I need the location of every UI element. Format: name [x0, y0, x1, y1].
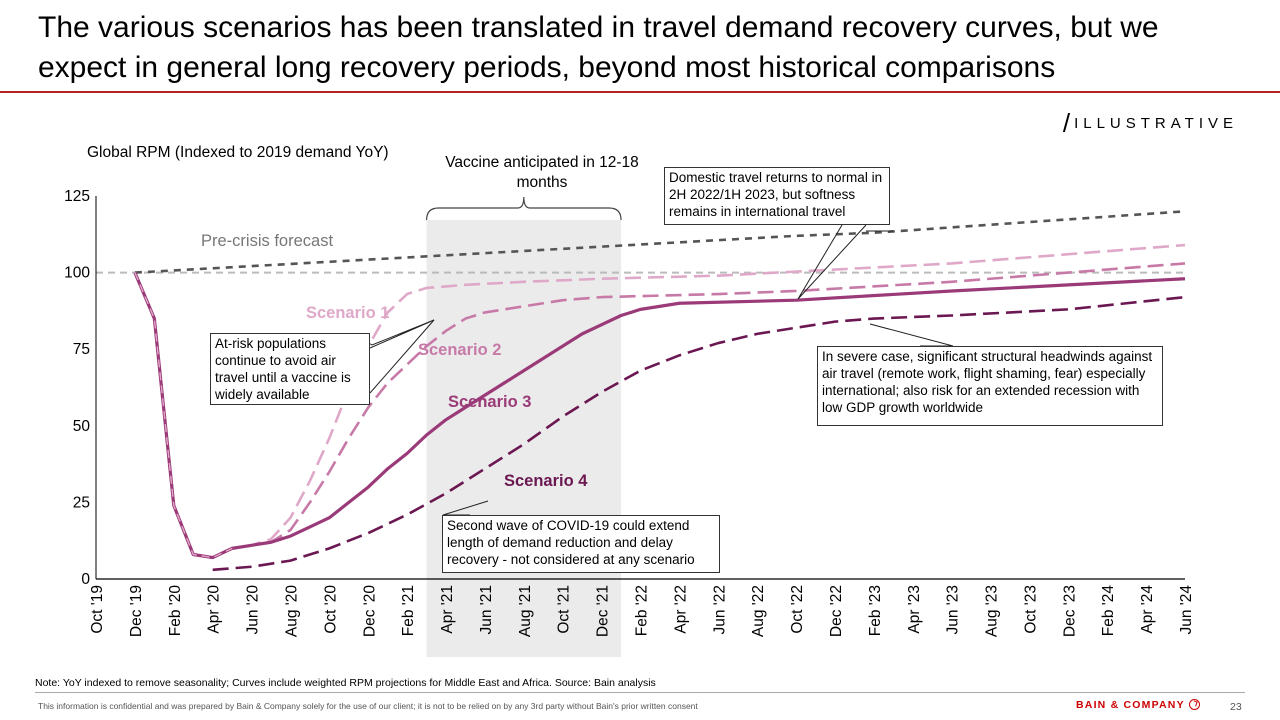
x-tick-label: Feb '24 — [1100, 585, 1117, 637]
series-labels: Pre-crisis forecast Scenario 1 Scenario 2 S… — [201, 232, 588, 490]
x-tick-label: Aug '20 — [283, 585, 300, 637]
vaccine-annotation: Vaccine anticipated in 12-18 months — [445, 154, 639, 191]
severe-leader-line — [869, 323, 954, 347]
y-axis-title: Global RPM (Indexed to 2019 demand YoY) — [87, 144, 389, 161]
y-tick-label: 100 — [64, 265, 90, 282]
x-tick-label: Apr '22 — [672, 585, 689, 634]
vaccine-brace — [425, 196, 622, 221]
x-tick-label: Oct '21 — [556, 585, 573, 634]
x-tick-label: Apr '24 — [1139, 585, 1156, 634]
series-line-scenario-3 — [133, 271, 1186, 560]
x-tick-label: Jun '24 — [1178, 585, 1195, 635]
x-tick-label: Feb '23 — [867, 585, 884, 636]
series-line-pre-crisis-forecast — [134, 210, 1186, 274]
x-tick-label: Feb '20 — [167, 585, 184, 637]
x-tick-label: Jun '22 — [711, 585, 728, 635]
atrisk-leader-line-lower — [369, 319, 435, 394]
title-divider — [0, 91, 1280, 93]
series-label-scenario-1: Scenario 1 — [306, 304, 389, 322]
chart-axes: 0 25 50 75 100 125 Oct '19 Dec '19 Feb '20 Apr '2… — [64, 188, 1195, 637]
vaccine-shaded-period — [426, 220, 622, 657]
y-tick-label: 50 — [73, 418, 91, 435]
x-tick-label: Feb '21 — [400, 585, 417, 636]
series-label-scenario-3: Scenario 3 — [448, 393, 531, 411]
atrisk-annotation-box: At-risk populations continue to avoid ai… — [210, 333, 370, 405]
logo-mark-icon — [1188, 699, 1200, 710]
x-tick-label: Dec '22 — [828, 585, 845, 637]
illustrative-label: ILLUSTRATIVE — [1074, 115, 1238, 132]
footnote: Note: YoY indexed to remove seasonality;… — [35, 677, 656, 689]
x-tick-label: Apr '23 — [906, 585, 923, 634]
x-tick-label: Oct '20 — [322, 585, 339, 634]
page-number: 23 — [1230, 701, 1242, 713]
crash-overlay-line — [134, 272, 233, 559]
x-tick-label: Jun '23 — [945, 585, 962, 635]
x-tick-label: Aug '22 — [750, 585, 767, 637]
x-tick-label: Dec '21 — [595, 585, 612, 637]
x-tick-label: Feb '22 — [634, 585, 651, 636]
x-tick-label: Oct '22 — [789, 585, 806, 634]
domestic-leader-line — [797, 224, 867, 300]
domestic-annotation-box: Domestic travel returns to normal in 2H … — [664, 167, 890, 225]
illustrative-tag: / ILLUSTRATIVE — [1062, 104, 1238, 138]
x-tick-label: Dec '20 — [361, 585, 378, 637]
bain-logo: BAIN & COMPANY — [1076, 699, 1200, 711]
slash-mark: / — [1062, 108, 1071, 138]
x-tick-label: Dec '23 — [1061, 585, 1078, 637]
x-tick-label: Dec '19 — [128, 585, 145, 637]
x-tick-label: Apr '20 — [206, 585, 223, 634]
second-wave-annotation-box: Second wave of COVID-19 could extend len… — [442, 515, 720, 573]
y-tick-label: 25 — [73, 494, 90, 511]
y-tick-label: 125 — [64, 188, 90, 205]
series-label-pre-crisis-forecast: Pre-crisis forecast — [201, 232, 333, 250]
severe-case-annotation-box: In severe case, significant structural h… — [817, 346, 1163, 426]
y-tick-label: 75 — [73, 341, 90, 358]
x-tick-label: Aug '21 — [517, 585, 534, 637]
x-tick-label: Oct '23 — [1022, 585, 1039, 634]
x-tick-label: Apr '21 — [439, 585, 456, 634]
x-tick-label: Aug '23 — [984, 585, 1001, 637]
logo-text: BAIN & COMPANY — [1076, 699, 1185, 711]
footer-divider — [35, 692, 1245, 693]
x-tick-label: Jun '21 — [478, 585, 495, 635]
x-tick-label: Jun '20 — [245, 585, 262, 635]
slide-title: The various scenarios has been translate… — [38, 11, 1159, 84]
series-label-scenario-2: Scenario 2 — [418, 341, 501, 359]
series-label-scenario-4: Scenario 4 — [504, 472, 588, 490]
confidentiality-notice: This information is confidential and was… — [38, 701, 698, 711]
series-line-scenario-2 — [133, 262, 1186, 559]
y-tick-label: 0 — [81, 571, 90, 588]
series-line-scenario-4 — [212, 295, 1186, 572]
x-tick-label: Oct '19 — [89, 585, 106, 634]
